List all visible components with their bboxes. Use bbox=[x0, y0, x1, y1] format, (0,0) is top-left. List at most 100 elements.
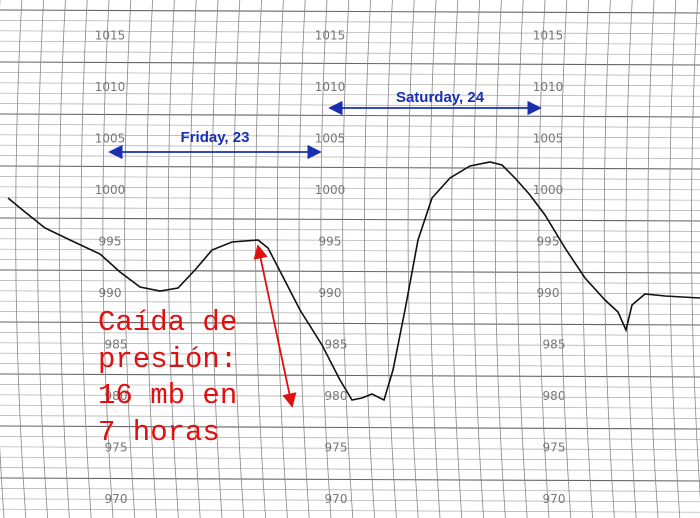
scale-label: 995 bbox=[99, 235, 122, 249]
grid-line bbox=[0, 456, 700, 461]
grid-line bbox=[0, 82, 700, 87]
grid-line bbox=[0, 165, 700, 170]
grid-line bbox=[0, 384, 700, 388]
grid-line bbox=[691, 0, 700, 501]
scale-label: 985 bbox=[325, 338, 348, 352]
grid-line bbox=[0, 51, 700, 55]
grid-line bbox=[0, 217, 700, 222]
pressure-trace bbox=[7, 161, 700, 402]
scale-label: 990 bbox=[99, 286, 122, 300]
scale-label: 980 bbox=[105, 389, 128, 403]
grid-line bbox=[494, 0, 506, 518]
grid-line bbox=[647, 0, 659, 518]
scale-label: 1005 bbox=[95, 132, 126, 146]
grid-line bbox=[0, 9, 700, 14]
scale-label: 1000 bbox=[315, 183, 346, 197]
day-label: Saturday, 24 bbox=[396, 89, 485, 106]
grid-line bbox=[189, 0, 201, 518]
grid-line bbox=[0, 20, 700, 24]
grid-line bbox=[407, 0, 419, 518]
scale-labels: 1015 1010 1005 1000 995 990 985 980 975 970 1015 10… bbox=[95, 29, 566, 507]
grid-line bbox=[538, 0, 550, 518]
grid-line bbox=[0, 404, 700, 409]
scale-label: 1010 bbox=[315, 80, 346, 94]
grid-line bbox=[0, 61, 700, 66]
grid-line bbox=[0, 363, 700, 367]
scale-label: 970 bbox=[325, 492, 348, 506]
grid-line bbox=[0, 0, 5, 518]
scale-label: 1005 bbox=[315, 132, 346, 146]
grid-line bbox=[0, 342, 700, 347]
scale-label: 985 bbox=[543, 338, 566, 352]
scale-label: 980 bbox=[543, 389, 566, 403]
drop-arrow bbox=[253, 244, 297, 408]
note-line: 7 horas bbox=[98, 416, 220, 449]
scale-label: 995 bbox=[537, 235, 560, 249]
grid-line bbox=[451, 0, 463, 518]
scale-label: 1015 bbox=[533, 29, 564, 43]
grid-line bbox=[516, 0, 528, 518]
scale-label: 975 bbox=[105, 441, 128, 455]
scale-label: 1000 bbox=[95, 183, 126, 197]
grid-line bbox=[15, 0, 27, 518]
grid-line bbox=[0, 300, 700, 305]
grid-line bbox=[385, 0, 397, 518]
scale-label: 1015 bbox=[315, 29, 346, 43]
grid-line bbox=[0, 40, 700, 45]
grid-line bbox=[0, 488, 700, 492]
scale-label: 975 bbox=[325, 441, 348, 455]
grid-line bbox=[342, 0, 354, 518]
grid-line bbox=[0, 248, 700, 253]
note-line: 16 mb en bbox=[98, 379, 237, 412]
grid-line bbox=[320, 0, 332, 518]
grid-line bbox=[298, 0, 310, 518]
grid-line bbox=[625, 0, 637, 518]
grid-line bbox=[0, 508, 700, 513]
grid-line bbox=[0, 373, 700, 378]
grid-line bbox=[102, 0, 114, 518]
grid-line bbox=[0, 186, 700, 191]
scale-label: 990 bbox=[537, 286, 560, 300]
scale-label: 975 bbox=[543, 441, 566, 455]
grid-line bbox=[0, 238, 700, 243]
grid-line bbox=[0, 113, 700, 118]
grid-line bbox=[37, 0, 48, 518]
grid-line bbox=[0, 498, 700, 503]
grid-line bbox=[0, 155, 700, 159]
note-line: presión: bbox=[98, 343, 237, 376]
grid-line bbox=[0, 280, 700, 284]
grid-line bbox=[0, 207, 700, 211]
note-line: Caída de bbox=[98, 306, 237, 339]
grid-line bbox=[0, 92, 700, 97]
grid-line bbox=[473, 0, 484, 518]
scale-label: 1015 bbox=[95, 29, 126, 43]
grid-line bbox=[669, 0, 681, 518]
grid-line bbox=[80, 0, 92, 518]
grid-line bbox=[429, 0, 441, 518]
grid-line bbox=[0, 228, 700, 232]
grid-line bbox=[560, 0, 572, 518]
grid-line bbox=[58, 0, 70, 518]
scale-label: 995 bbox=[319, 235, 342, 249]
grid-line bbox=[233, 0, 245, 518]
grid-line bbox=[582, 0, 593, 518]
scale-label: 980 bbox=[325, 389, 348, 403]
scale-label: 1000 bbox=[533, 183, 564, 197]
grid-line bbox=[211, 0, 223, 518]
grid-line bbox=[167, 0, 179, 518]
scale-label: 990 bbox=[319, 286, 342, 300]
grid-line bbox=[0, 124, 700, 128]
grid-line bbox=[364, 0, 375, 518]
grid-line bbox=[0, 415, 700, 419]
grid-line bbox=[0, 30, 700, 35]
grid-line bbox=[0, 425, 700, 430]
grid-line bbox=[0, 144, 700, 149]
grid-line bbox=[0, 332, 700, 336]
grid-line bbox=[0, 446, 700, 451]
grid-line bbox=[0, 176, 700, 180]
grid-line bbox=[0, 196, 700, 201]
grid-line bbox=[276, 0, 288, 518]
grid-line bbox=[0, 352, 700, 357]
